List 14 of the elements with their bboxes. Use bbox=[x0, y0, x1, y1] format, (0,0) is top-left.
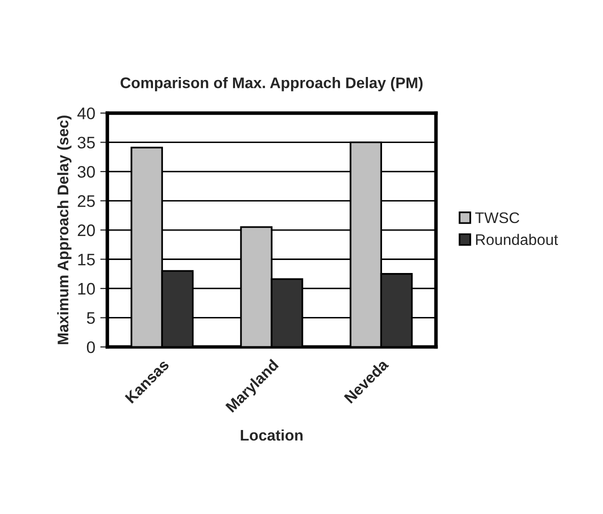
y-tick-label: 35 bbox=[78, 136, 95, 149]
y-tick-label: 30 bbox=[78, 166, 95, 178]
legend-label: Roundabout bbox=[476, 234, 558, 246]
y-tick-label: 25 bbox=[78, 195, 95, 207]
chart-title: Comparison of Max. Approach Delay (PM) bbox=[120, 77, 423, 92]
y-tick-label: 15 bbox=[78, 254, 95, 266]
y-tick-label: 10 bbox=[78, 282, 95, 295]
y-axis-title: Maximum Approach Delay (sec) bbox=[57, 116, 72, 344]
y-tick-label: 40 bbox=[77, 107, 95, 120]
y-tick-label: 20 bbox=[78, 224, 95, 236]
y-tick-label: 5 bbox=[86, 312, 95, 324]
y-tick-label: 0 bbox=[86, 341, 95, 354]
x-axis-title: Location bbox=[240, 429, 303, 441]
legend-label: TWSC bbox=[475, 212, 520, 224]
